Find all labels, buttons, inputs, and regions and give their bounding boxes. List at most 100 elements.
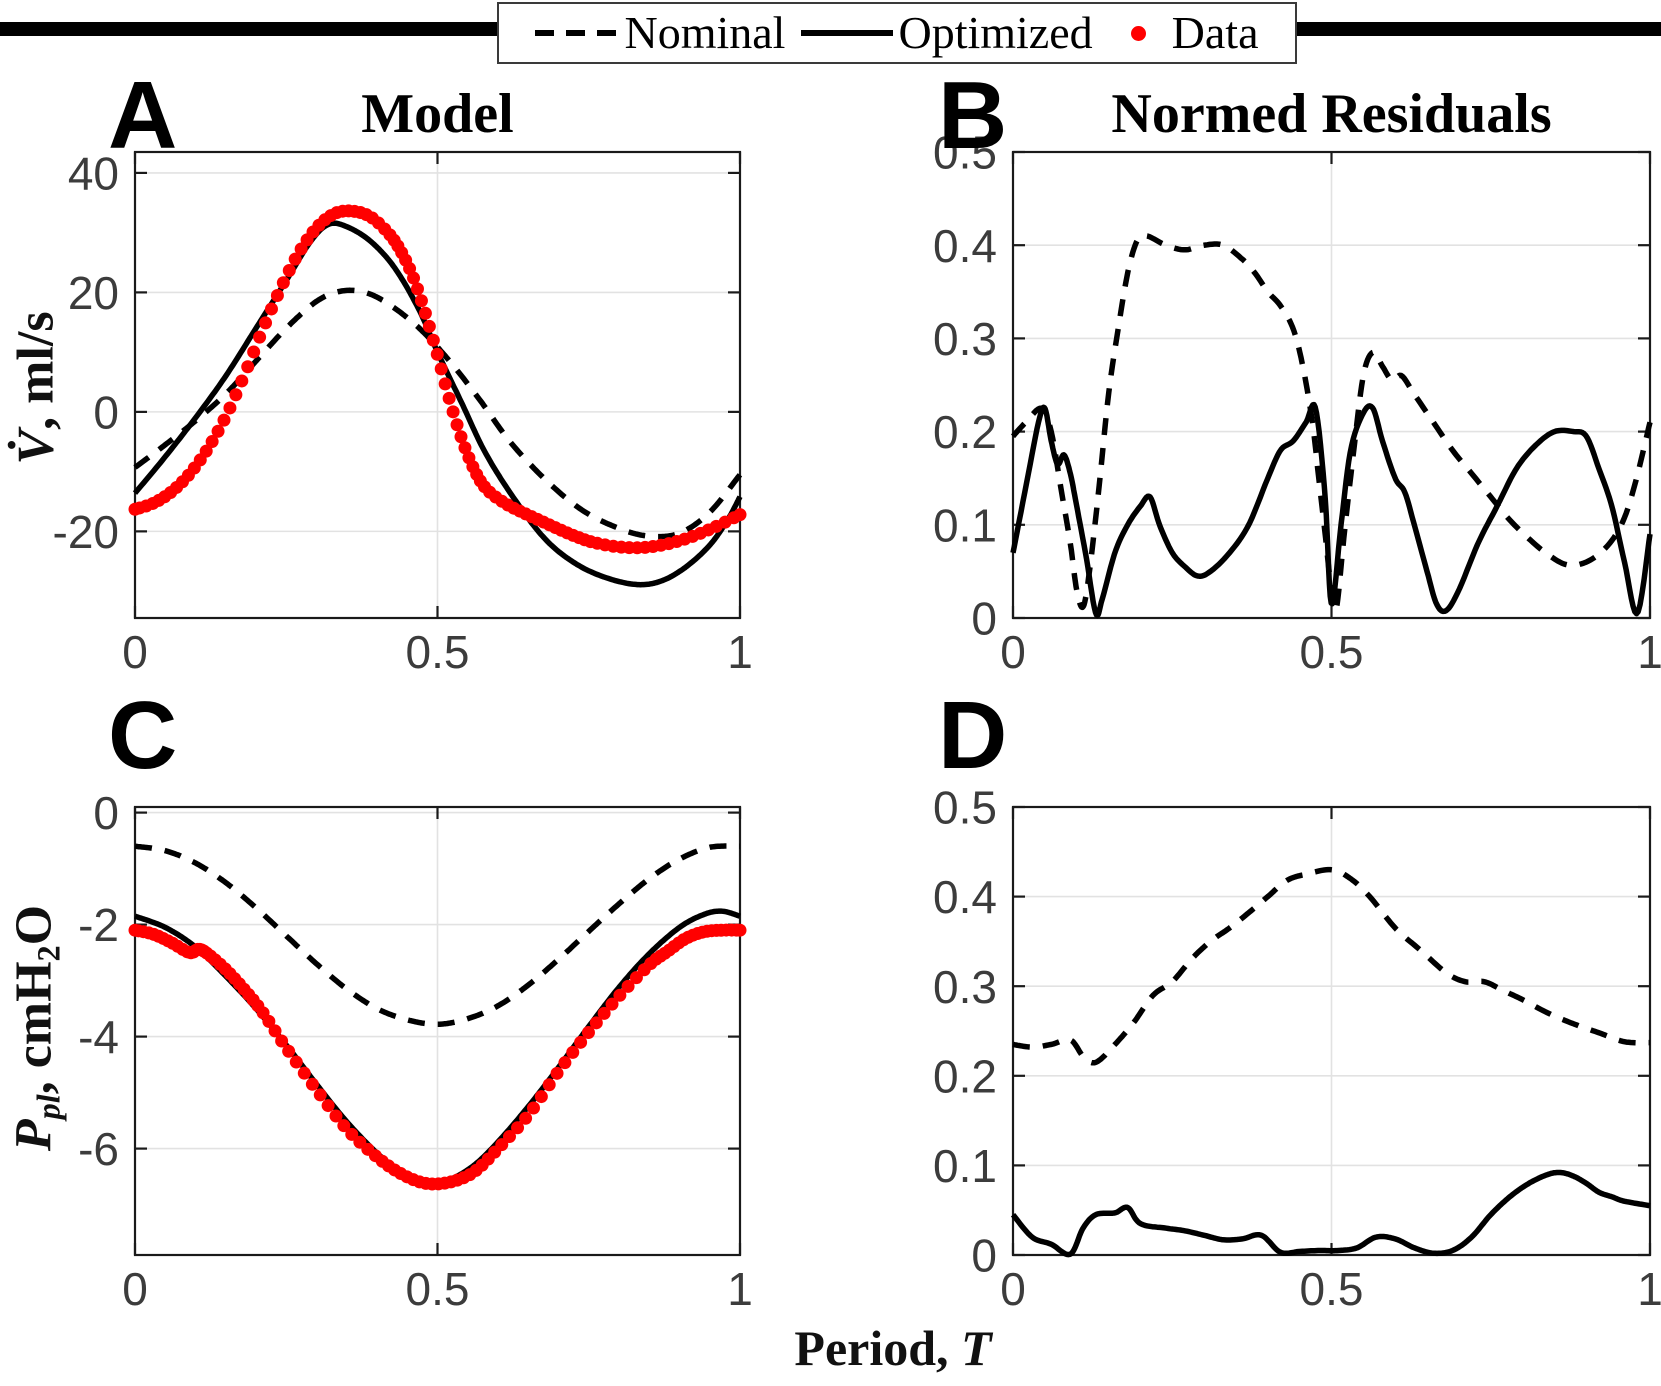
data-point xyxy=(458,441,472,455)
data-point xyxy=(542,1078,556,1092)
ytick-label: 0.4 xyxy=(933,220,997,272)
panel-a-plot: 40 20 0 -20 0 0.5 1 xyxy=(53,147,753,678)
data-point xyxy=(275,1034,289,1048)
legend-label-data: Data xyxy=(1171,7,1259,58)
data-point xyxy=(511,1121,525,1135)
xtick-label: 1 xyxy=(727,626,753,678)
data-point xyxy=(262,1014,276,1028)
nominal-curve xyxy=(1010,232,1653,613)
legend: Nominal Optimized Data xyxy=(497,2,1297,64)
data-point xyxy=(247,345,261,359)
legend-solid-line-sample xyxy=(801,30,894,36)
xtick-label: 0.5 xyxy=(1300,626,1364,678)
data-point xyxy=(422,319,436,333)
data-point xyxy=(526,1101,540,1115)
ylabel-pl-sub: pl xyxy=(30,1094,67,1120)
ytick-label: -6 xyxy=(78,1123,119,1175)
data-point xyxy=(241,360,255,374)
data-point xyxy=(321,1099,335,1113)
panel-tag-c: C xyxy=(108,682,178,789)
optimized-curve xyxy=(1010,401,1653,619)
data-point xyxy=(297,1066,311,1080)
optimized-curve xyxy=(1010,1169,1652,1258)
panel-b-plot: 0.5 0.4 0.3 0.2 0.1 00 0.5 1 xyxy=(933,127,1661,678)
x-axis-label: Period, T xyxy=(794,1319,991,1377)
data-point xyxy=(454,430,468,444)
data-point xyxy=(418,306,432,320)
legend-label-optimized: Optimized xyxy=(898,7,1093,58)
data-point xyxy=(442,391,456,405)
data-point xyxy=(605,997,619,1011)
data-point xyxy=(235,374,249,388)
data-point xyxy=(305,1077,319,1091)
xlabel-t: T xyxy=(961,1320,992,1376)
data-point xyxy=(268,1024,282,1038)
xtick-label: 0 xyxy=(122,626,148,678)
xtick-label: 0.5 xyxy=(406,626,470,678)
data-point xyxy=(733,923,747,937)
data-point xyxy=(223,401,237,415)
panel-tag-b: B xyxy=(938,62,1008,169)
data-point xyxy=(621,979,635,993)
ylabel-mls: , ml/s xyxy=(7,311,65,430)
ytick-label: -2 xyxy=(78,899,119,951)
panel-c-plot: 0 -2 -4 -6 0 0.5 1 xyxy=(78,787,753,1315)
data-point xyxy=(211,424,225,438)
panel-tag-d: D xyxy=(938,682,1008,789)
data-point xyxy=(217,413,231,427)
data-point xyxy=(519,1111,533,1125)
data-point xyxy=(414,294,428,308)
data-point xyxy=(589,1016,603,1030)
data-point xyxy=(495,1138,509,1152)
ytick-label: 0 xyxy=(93,787,119,839)
data-point xyxy=(410,282,424,296)
data-point xyxy=(581,1025,595,1039)
data-point xyxy=(502,1130,516,1144)
legend-dashed-line-sample xyxy=(535,30,620,36)
ytick-label: 0.3 xyxy=(933,961,997,1013)
data-point xyxy=(434,362,448,376)
xtick-label: 1 xyxy=(1637,626,1661,678)
xtick-label: 1 xyxy=(727,1263,753,1315)
data-point xyxy=(613,988,627,1002)
data-point xyxy=(337,1119,351,1133)
panel-tag-a: A xyxy=(108,62,178,169)
data-point xyxy=(289,1055,303,1069)
ytick-label: 0.4 xyxy=(933,871,997,923)
data-point xyxy=(558,1056,572,1070)
data-point xyxy=(550,1066,564,1080)
ytick-label: 0.5 xyxy=(933,782,997,834)
legend-label-nominal: Nominal xyxy=(624,7,786,58)
data-point xyxy=(282,263,296,277)
data-point xyxy=(276,276,290,290)
xtick-label: 0.5 xyxy=(1300,1263,1364,1315)
xtick-label: 1 xyxy=(1637,1263,1661,1315)
ytick-label: 40 xyxy=(68,147,119,199)
data-point xyxy=(270,288,284,302)
ytick-label: 0.1 xyxy=(933,1140,997,1192)
ylabel-p: P xyxy=(5,1119,63,1152)
data-point xyxy=(574,1035,588,1049)
data-point xyxy=(205,435,219,449)
xtick-label: 0 xyxy=(1000,1263,1026,1315)
panel-d-plot: 0.5 0.4 0.3 0.2 0.1 00 0.5 1 xyxy=(933,782,1661,1315)
panel-c-ylabel: Ppl, cmH2O xyxy=(4,905,67,1151)
ytick-label: -4 xyxy=(78,1011,119,1063)
data-point xyxy=(282,1044,296,1058)
nominal-curve xyxy=(133,843,742,1028)
ytick-label: 0.1 xyxy=(933,499,997,551)
data-point xyxy=(446,405,460,419)
xtick-label: 0 xyxy=(1000,626,1026,678)
panel-a-title: Model xyxy=(361,83,514,145)
data-point xyxy=(313,1088,327,1102)
ylabel-2-sub: 2 xyxy=(30,945,67,962)
ytick-label: 0.3 xyxy=(933,313,997,365)
data-point xyxy=(733,508,747,522)
data-point xyxy=(329,1109,343,1123)
data-point xyxy=(199,444,213,458)
data-point xyxy=(253,330,267,344)
nominal-curve xyxy=(1011,866,1652,1066)
ytick-label: 0 xyxy=(971,1230,997,1282)
